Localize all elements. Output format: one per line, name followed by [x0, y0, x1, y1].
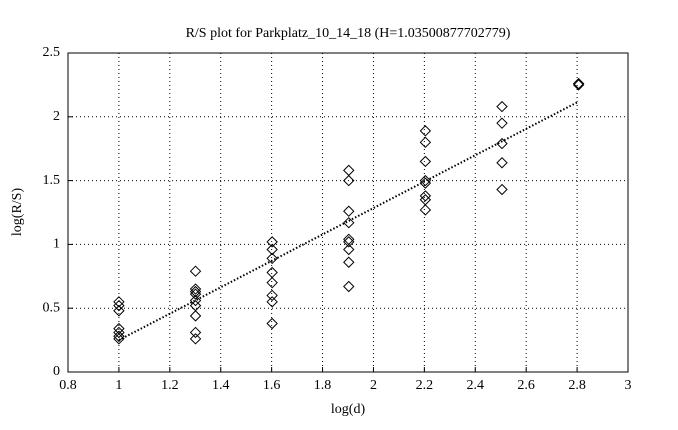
data-point: [419, 194, 432, 206]
data-point: [266, 243, 278, 256]
x-tick-label: 1.6: [263, 378, 281, 393]
data-point: [343, 236, 355, 248]
y-tick-label: 0: [53, 364, 60, 379]
data-point: [572, 79, 585, 91]
data-point: [572, 77, 585, 90]
data-point: [189, 285, 202, 298]
x-tick-label: 2.2: [416, 378, 434, 393]
data-point: [343, 217, 355, 229]
x-tick-label: 1.4: [212, 378, 230, 393]
data-point: [266, 317, 278, 330]
fit-line: [118, 100, 580, 341]
data-point: [343, 205, 355, 217]
x-tick-label: 1: [115, 378, 122, 393]
data-point: [189, 265, 202, 277]
x-tick-label: 2.6: [517, 378, 535, 393]
data-point: [113, 299, 125, 312]
data-point: [113, 333, 125, 345]
data-point: [343, 256, 355, 268]
y-axis-label: log(R/S): [10, 188, 25, 237]
x-tick-label: 2.4: [467, 378, 485, 393]
data-point: [496, 157, 508, 169]
data-point: [343, 243, 355, 256]
data-point: [343, 164, 355, 177]
data-point: [419, 155, 432, 168]
y-tick-label: 2: [53, 109, 60, 124]
data-point: [266, 296, 278, 308]
data-point: [419, 174, 432, 187]
data-point: [189, 294, 202, 307]
x-axis-label: log(d): [331, 402, 366, 417]
x-tick-label: 0.8: [59, 378, 77, 393]
data-point: [113, 305, 125, 317]
data-point: [266, 289, 278, 302]
data-point: [496, 137, 508, 150]
data-point: [266, 236, 278, 248]
x-tick-label: 2: [370, 378, 377, 393]
data-point: [343, 280, 355, 293]
data-point: [189, 310, 202, 322]
x-tick-label: 3: [625, 378, 632, 393]
data-point: [113, 326, 125, 339]
data-point: [419, 190, 432, 202]
data-point: [419, 136, 432, 149]
x-tick-label: 1.2: [161, 378, 179, 393]
data-point: [496, 117, 508, 129]
y-tick-label: 2.5: [43, 45, 61, 60]
data-point: [343, 174, 355, 187]
y-tick-label: 1.5: [43, 173, 61, 188]
plot-frame: [67, 52, 629, 373]
data-point: [496, 100, 508, 113]
x-tick-label: 2.8: [568, 378, 586, 393]
data-point: [419, 177, 432, 189]
data-point: [189, 326, 202, 339]
data-point: [189, 288, 202, 300]
data-point: [113, 296, 125, 308]
data-point: [266, 266, 278, 279]
data-point: [113, 330, 125, 342]
data-point: [496, 183, 508, 196]
y-tick-label: 1: [53, 237, 60, 252]
data-point: [419, 125, 432, 137]
data-point: [419, 204, 432, 216]
data-point: [266, 252, 278, 265]
data-point: [189, 283, 202, 295]
y-tick-label: 0.5: [43, 300, 61, 315]
data-point: [189, 333, 202, 345]
x-tick-label: 1.8: [314, 378, 332, 393]
data-point: [266, 276, 278, 289]
chart-title: R/S plot for Parkplatz_10_14_18 (H=1.035…: [186, 26, 511, 41]
